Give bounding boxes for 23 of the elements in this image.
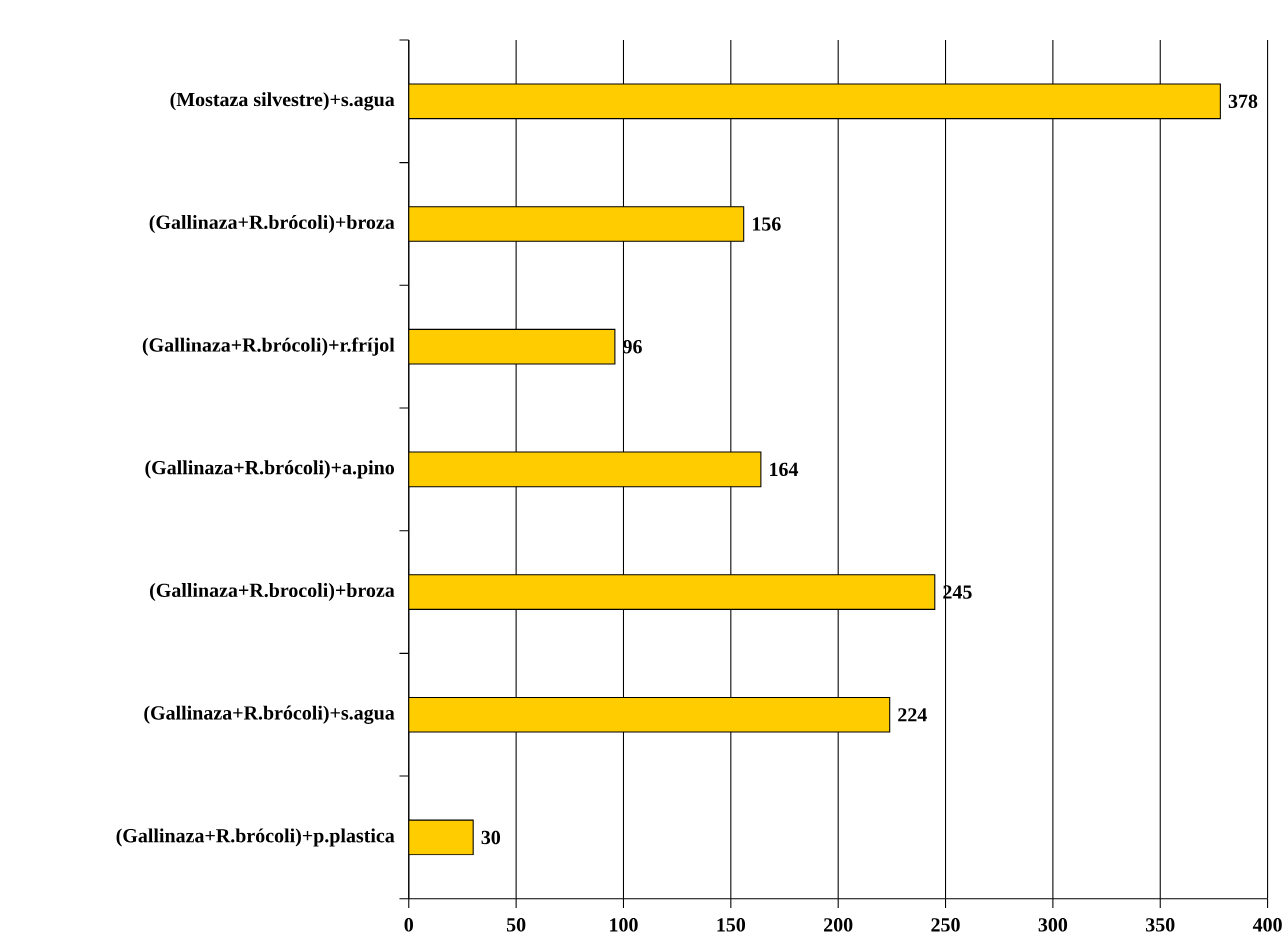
x-tick-label: 50 <box>506 917 526 932</box>
x-tick-label: 300 <box>1038 917 1068 932</box>
x-tick-label: 150 <box>717 917 746 932</box>
data-label: 378 <box>1228 94 1258 108</box>
x-tick-label: 250 <box>931 917 960 932</box>
y-tick-label: (Gallinaza+R.brócoli)+a.pino <box>145 460 395 479</box>
x-tick-label: 100 <box>610 917 638 932</box>
data-label: 164 <box>770 462 799 476</box>
y-tick-label: (Gallinaza+R.brócoli)+s.agua <box>144 705 395 724</box>
x-tick-label: 350 <box>1146 917 1175 932</box>
y-tick-label: (Gallinaza+R.brócoli)+broza <box>149 214 395 233</box>
data-label: 224 <box>898 707 927 722</box>
y-tick-label: (Mostaza silvestre)+s.agua <box>170 92 395 111</box>
data-label: 156 <box>752 217 781 231</box>
y-tick-label: (Gallinaza+R.brocoli)+broza <box>150 582 395 601</box>
data-label: 30 <box>481 830 501 844</box>
data-label: 96 <box>623 339 642 354</box>
y-tick-label: (Gallinaza+R.brócoli)+r.fríjol <box>142 337 395 356</box>
x-tick-label: 0 <box>404 917 414 932</box>
y-tick-label: (Gallinaza+R.brócoli)+p.plastica <box>116 828 395 847</box>
x-tick-label: 200 <box>824 917 853 932</box>
bar <box>408 819 474 856</box>
x-tick-label: 400 <box>1252 917 1282 932</box>
